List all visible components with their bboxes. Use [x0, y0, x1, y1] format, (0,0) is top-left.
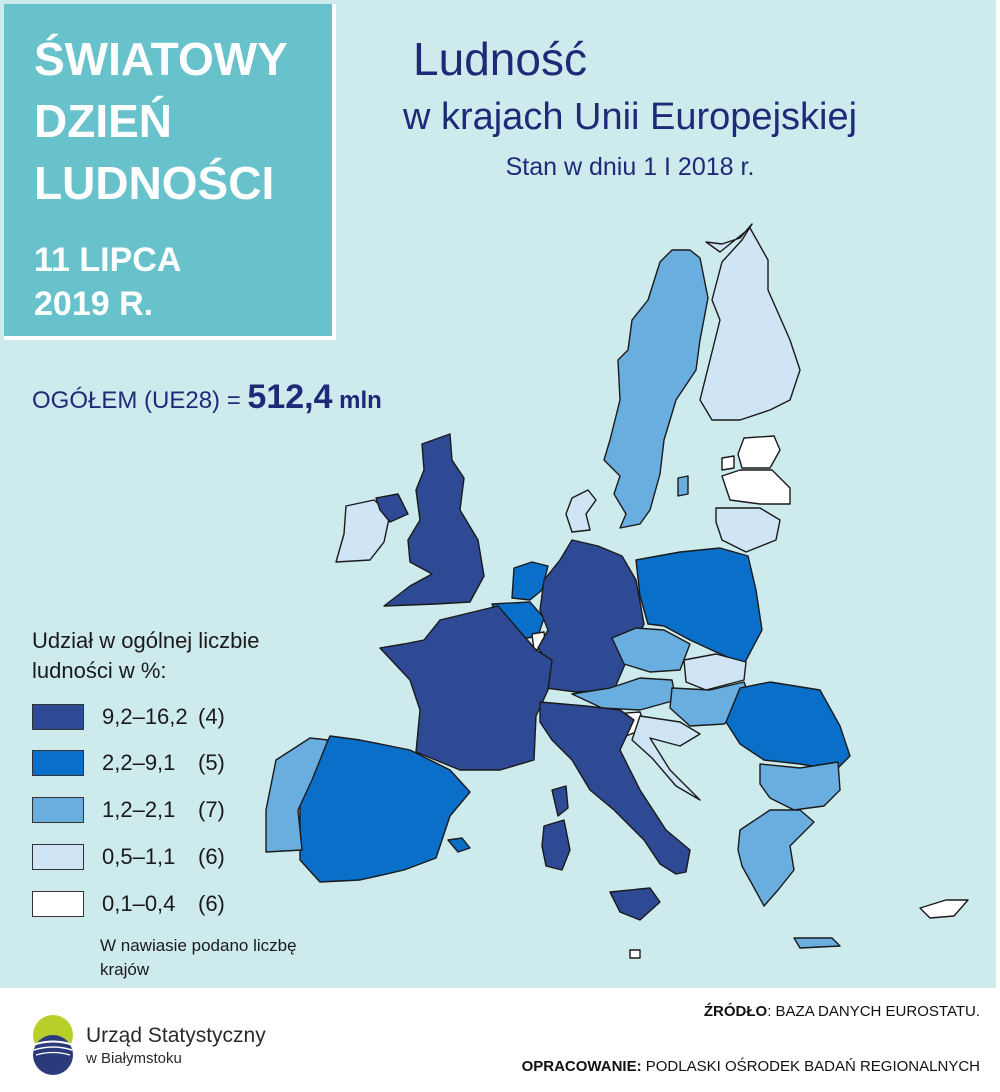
legend-count: (4) — [198, 704, 225, 729]
legend-swatch — [32, 797, 84, 823]
badge-title-line: LUDNOŚCI — [34, 157, 275, 209]
country-spain: Spain — [299, 735, 471, 883]
country-portugal: Portugal — [265, 737, 329, 853]
world-population-day-badge: ŚWIATOWY DZIEŃ LUDNOŚCI 11 LIPCA 2019 R. — [4, 4, 336, 340]
legend-range: 1,2–2,1 — [102, 797, 176, 822]
source-label: ŹRÓDŁO — [703, 1003, 768, 1020]
country-slovakia: Slovakia — [683, 653, 747, 691]
legend-title: Udział w ogólnej liczbie ludności w %: — [32, 628, 260, 683]
legend-swatch — [32, 704, 84, 730]
legend-range: 0,5–1,1 — [102, 844, 176, 869]
credit-text: PODLASKI OŚRODEK BADAŃ REGIONALNYCH — [641, 1058, 980, 1075]
badge-title-line: DZIEŃ — [34, 95, 172, 147]
legend-count: (7) — [198, 797, 225, 822]
country-crete-gr: Crete (GR) — [793, 937, 841, 949]
country-sardinia-it: Sardinia (IT) — [541, 819, 571, 871]
statistics-office-logo-icon — [32, 1015, 74, 1075]
total-unit: mln — [339, 387, 382, 414]
country-united-kingdom: United Kingdom — [383, 433, 485, 607]
country-bulgaria: Bulgaria — [759, 761, 841, 811]
legend-count: (5) — [198, 750, 225, 775]
legend-swatch — [32, 844, 84, 870]
badge-date: 11 LIPCA 2019 R. — [34, 238, 334, 326]
page-subtitle: w krajach Unii Europejskiej — [402, 96, 858, 138]
page-title: Ludność — [413, 33, 587, 85]
badge-date-line: 2019 R. — [34, 285, 154, 323]
total-label: OGÓŁEM (UE28) = — [32, 387, 241, 414]
country-sweden: Sweden — [603, 249, 709, 529]
legend-note: W nawiasie podano liczbę krajów — [100, 936, 297, 979]
country-malta: Malta — [629, 949, 641, 959]
country-croatia: Croatia — [631, 715, 701, 801]
legend-range: 9,2–16,2 — [102, 704, 188, 729]
legend-swatch — [32, 750, 84, 776]
legend-range: 0,1–0,4 — [102, 891, 176, 916]
country-corsica-fr: Corsica (FR) — [551, 785, 569, 817]
badge-title: ŚWIATOWY DZIEŃ LUDNOŚCI — [34, 28, 334, 214]
total-value: 512,4 — [247, 378, 333, 416]
legend-count: (6) — [198, 844, 225, 869]
country-romania: Romania — [725, 681, 851, 771]
total-population: OGÓŁEM (UE28) = 512,4 mln — [32, 378, 382, 417]
badge-date-line: 11 LIPCA — [34, 241, 182, 279]
logo-name: Urząd Statystyczny — [86, 1024, 266, 1047]
country-lithuania: Lithuania — [715, 507, 781, 553]
country-latvia: Latvia — [721, 469, 791, 505]
country-denmark: Denmark — [565, 489, 597, 533]
reference-date: Stan w dniu 1 I 2018 r. — [505, 153, 755, 181]
badge-title-line: ŚWIATOWY — [34, 33, 288, 85]
country-germany: Germany — [537, 539, 645, 693]
credit-note: OPRACOWANIE: PODLASKI OŚRODEK BADAŃ REGI… — [522, 1058, 980, 1075]
country-cyprus: Cyprus — [919, 899, 969, 919]
country-ireland: Ireland — [335, 499, 391, 563]
source-text: : BAZA DANYCH EUROSTATU. — [767, 1003, 980, 1020]
country-czechia: Czechia — [611, 627, 691, 673]
country-estonia: Estonia — [737, 435, 781, 469]
country-finland: Finland — [699, 223, 801, 421]
credit-label: OPRACOWANIE: — [521, 1058, 642, 1075]
country-italy: Italy — [539, 701, 691, 875]
source-note: ŹRÓDŁO: BAZA DANYCH EUROSTATU. — [704, 1003, 980, 1020]
country-balearic-islands-es: Balearic Islands (ES) — [447, 837, 471, 853]
country-northern-ireland-uk: Northern Ireland (UK) — [375, 493, 409, 523]
legend-swatch — [32, 891, 84, 917]
country-greece: Greece — [737, 809, 815, 907]
logo-city: w Białymstoku — [86, 1050, 182, 1067]
country-sicily-it: Sicily (IT) — [609, 887, 661, 921]
country-gotland-se: Gotland (SE) — [677, 475, 689, 497]
legend-range: 2,2–9,1 — [102, 750, 176, 775]
country-france: France — [379, 605, 553, 771]
country-saaremaa-ee: Saaremaa (EE) — [721, 455, 735, 471]
legend-count: (6) — [198, 891, 225, 916]
